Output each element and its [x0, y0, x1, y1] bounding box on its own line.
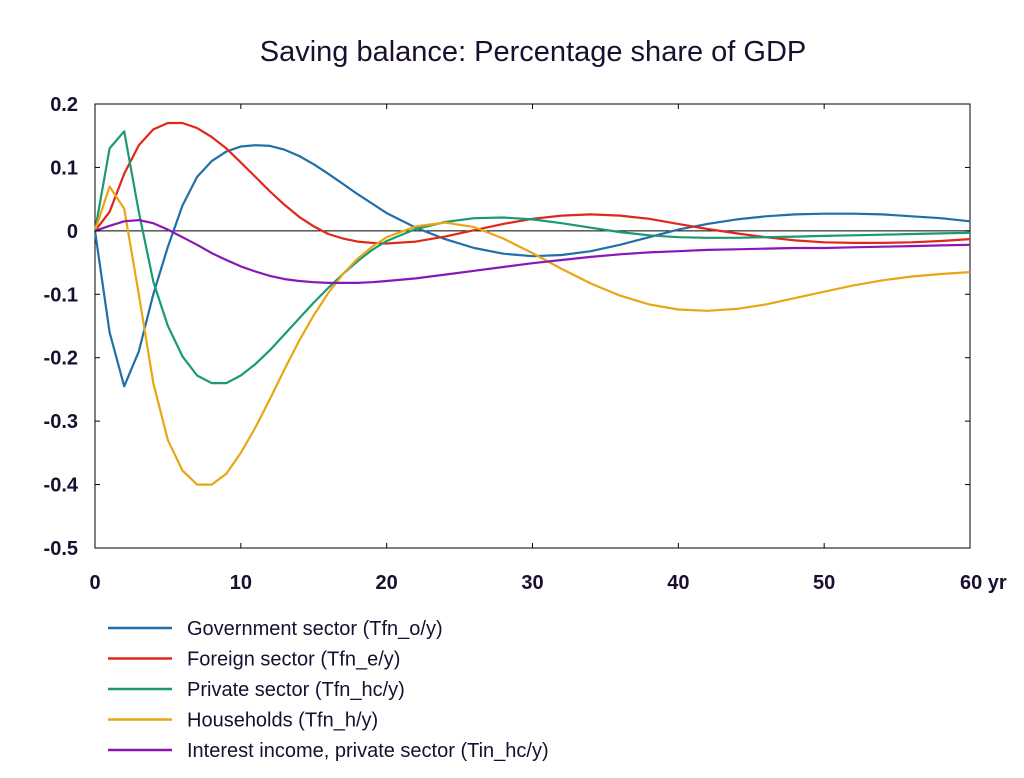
- x-tick-label: 20: [376, 572, 398, 594]
- y-tick-label: -0.2: [44, 348, 78, 370]
- series-line-3: [93, 130, 971, 385]
- x-tick-label: 60 yr: [960, 572, 1007, 594]
- x-tick-label: 0: [89, 572, 100, 594]
- y-tick-label: -0.3: [44, 411, 78, 433]
- x-tick-label: 10: [230, 572, 252, 594]
- y-tick-label: -0.5: [44, 538, 78, 560]
- series-line-1: [93, 144, 971, 388]
- x-axis: 0 10 20 30 40 50 60 yr: [89, 104, 1007, 594]
- series-lines: [93, 121, 971, 486]
- legend-label: Interest income, private sector (Tin_hc/…: [187, 740, 549, 762]
- legend-label: Private sector (Tfn_hc/y): [187, 679, 405, 701]
- series-line-5: [94, 219, 971, 284]
- series-line-4: [93, 185, 971, 486]
- y-tick-label: 0.2: [50, 94, 78, 116]
- y-tick-label: 0: [67, 221, 78, 243]
- x-tick-label: 50: [813, 572, 835, 594]
- legend-label: Government sector (Tfn_o/y): [187, 618, 443, 640]
- chart-title: Saving balance: Percentage share of GDP: [260, 36, 807, 68]
- legend-label: Foreign sector (Tfn_e/y): [187, 649, 400, 671]
- plot-area: [94, 103, 971, 549]
- x-tick-label: 40: [667, 572, 689, 594]
- legend-label: Households (Tfn_h/y): [187, 710, 378, 732]
- y-axis: 0.2 0.1 0 -0.1 -0.2 -0.3 -0.4 -0.5: [44, 94, 970, 560]
- y-tick-label: 0.1: [50, 157, 78, 179]
- plot-border: [94, 103, 971, 549]
- legend: Government sector (Tfn_o/y) Foreign secto…: [108, 618, 549, 762]
- series-line-2: [94, 121, 971, 245]
- y-tick-label: -0.4: [44, 475, 79, 497]
- y-tick-label: -0.1: [44, 284, 78, 306]
- x-tick-label: 30: [521, 572, 543, 594]
